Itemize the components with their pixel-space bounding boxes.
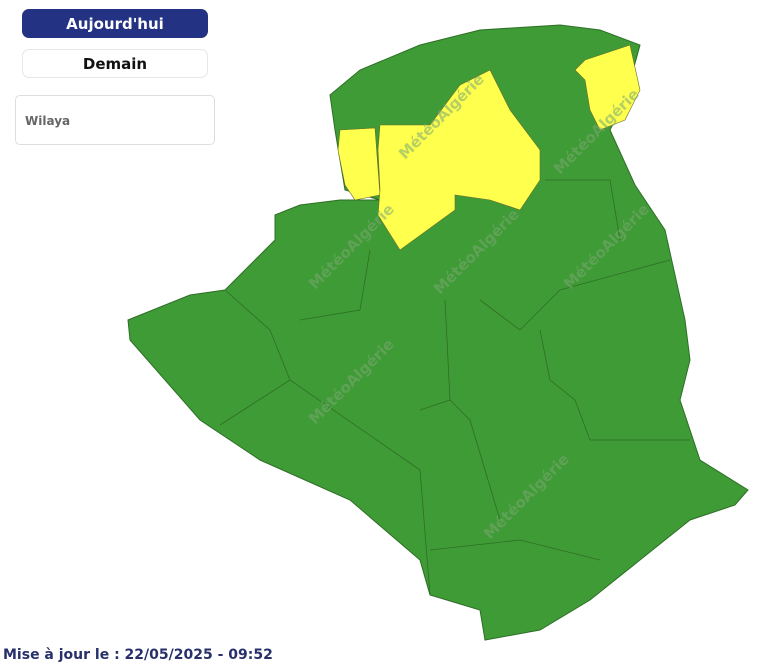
last-updated-text: Mise à jour le : 22/05/2025 - 09:52	[3, 647, 273, 663]
region-yellow-west[interactable]	[337, 127, 381, 201]
region-yellow-east[interactable]	[574, 44, 641, 131]
region-borders	[219, 179, 690, 596]
tomorrow-button[interactable]: Demain	[22, 49, 208, 78]
wilaya-select[interactable]: Wilaya	[15, 95, 215, 145]
today-button[interactable]: Aujourd'hui	[22, 9, 208, 38]
region-yellow-center[interactable]	[377, 69, 541, 251]
